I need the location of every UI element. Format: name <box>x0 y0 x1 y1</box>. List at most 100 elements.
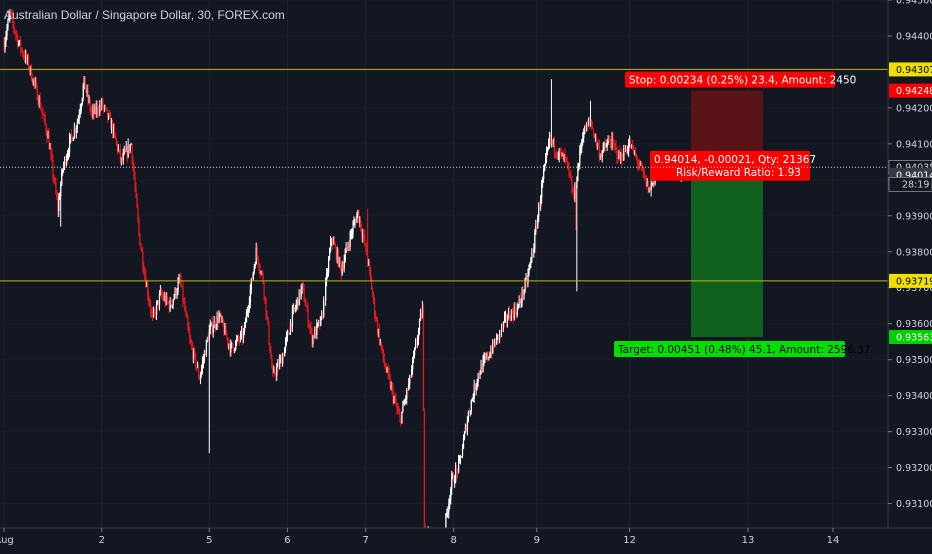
candle-body <box>415 342 417 349</box>
candle-body <box>388 372 390 378</box>
candle-body <box>240 333 242 341</box>
candle-body <box>363 235 365 236</box>
candle-body <box>289 323 292 334</box>
candle-body <box>277 362 279 368</box>
candle-body <box>160 290 163 296</box>
candle-body <box>257 256 259 265</box>
candle-body <box>285 340 287 348</box>
candle-body <box>45 123 47 133</box>
candle-body <box>616 148 618 159</box>
candle-body <box>538 204 540 217</box>
candle-body <box>251 278 253 280</box>
candle-body <box>537 216 539 228</box>
candle-body <box>154 311 156 312</box>
candle-body <box>292 308 295 311</box>
level-price-tag <box>889 62 932 77</box>
candle-body <box>628 144 630 152</box>
candle-body <box>197 366 199 368</box>
candle-body <box>471 398 473 401</box>
candle-body <box>25 53 27 60</box>
candle-body <box>328 259 330 273</box>
candle-body <box>267 317 269 324</box>
candle-body <box>356 214 358 223</box>
candle-body <box>523 290 525 296</box>
candle-body <box>123 151 125 154</box>
candle-body <box>7 19 9 29</box>
price-marker-tag <box>889 83 932 98</box>
candle-body <box>447 512 449 514</box>
entry-info-line1: 0.94014, -0.00021, Qty: 21367 <box>654 154 816 166</box>
candle-body <box>354 220 356 223</box>
candle-body <box>156 300 159 304</box>
candle-body <box>381 348 384 350</box>
candle-body <box>455 468 457 482</box>
candle-body <box>157 300 160 306</box>
candle-body <box>624 148 626 153</box>
candle-body <box>110 115 112 129</box>
candle-body <box>326 273 328 282</box>
candle-body <box>497 334 499 337</box>
candle-body <box>384 363 386 369</box>
candle-body <box>334 244 337 248</box>
candle-body <box>489 356 491 358</box>
candle-body <box>129 144 131 152</box>
candle-body <box>476 381 478 386</box>
candle-body <box>589 121 591 123</box>
candle-body <box>346 246 348 248</box>
candle-body <box>38 98 40 104</box>
candle-body <box>330 238 333 241</box>
candle-body <box>216 315 218 327</box>
candle-body <box>348 246 350 248</box>
candle-body <box>252 271 254 279</box>
candle-body <box>632 144 634 146</box>
candle-body <box>124 151 126 153</box>
candle-body <box>600 155 602 158</box>
candle-body <box>293 308 296 310</box>
candle-body <box>370 269 372 279</box>
candle-body <box>83 76 85 87</box>
candle-body <box>247 308 250 312</box>
candle-body <box>367 255 369 263</box>
candle-body <box>40 108 42 111</box>
candle-body <box>8 16 10 20</box>
candle-body <box>481 364 483 372</box>
entry-info-line2: Risk/Reward Ratio: 1.93 <box>676 167 801 179</box>
candle-body <box>371 278 373 290</box>
candle-body <box>305 305 307 308</box>
y-axis-tick-label: 0.93400 <box>896 391 932 402</box>
candle-body <box>588 121 590 125</box>
candle-body <box>599 155 601 158</box>
candle-body <box>318 320 320 324</box>
candle-body <box>286 335 288 341</box>
candle-body <box>329 251 331 260</box>
candle-body <box>44 115 46 124</box>
candle-body <box>103 107 105 109</box>
candle-body <box>273 369 275 373</box>
candle-body <box>611 137 613 148</box>
candle-body <box>270 352 272 359</box>
candle-body <box>102 99 104 108</box>
y-axis-tick-label: 0.93600 <box>896 319 932 330</box>
candle-body <box>522 290 524 296</box>
candle-body <box>383 359 385 364</box>
candle-body <box>189 333 191 340</box>
candle-body <box>222 318 224 326</box>
candle-body <box>47 133 49 139</box>
candle-body <box>591 126 594 130</box>
candle-body <box>254 264 256 267</box>
candle-body <box>590 122 592 124</box>
candle-body <box>493 341 495 346</box>
candle-body <box>239 339 241 341</box>
candle-body <box>99 104 101 113</box>
candle-body <box>376 319 379 333</box>
candle-body <box>458 460 460 473</box>
candle-body <box>152 312 154 317</box>
candle-body <box>495 341 497 345</box>
candle-body <box>237 336 239 340</box>
candle-body <box>653 181 655 184</box>
candle-body <box>111 121 113 129</box>
y-axis-tick-label: 0.94500 <box>896 0 932 7</box>
candle-body <box>461 448 464 457</box>
